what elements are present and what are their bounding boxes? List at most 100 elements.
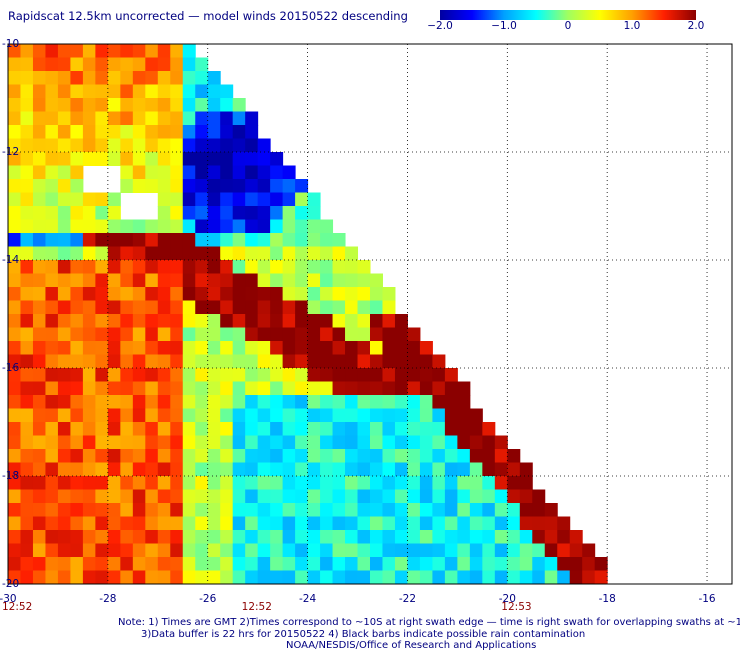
wind-cell xyxy=(207,503,221,517)
wind-cell xyxy=(432,395,446,409)
wind-cell xyxy=(8,287,21,301)
wind-cell xyxy=(195,300,209,315)
wind-cell xyxy=(282,557,296,571)
y-tick-label: -16 xyxy=(2,362,20,374)
wind-cell xyxy=(357,422,371,436)
wind-cell xyxy=(419,503,433,517)
wind-cell xyxy=(70,435,84,450)
wind-cell xyxy=(332,233,346,247)
time-label: 12:52 xyxy=(241,601,272,613)
wind-cell xyxy=(32,543,46,558)
wind-cell xyxy=(332,368,346,382)
wind-cell xyxy=(45,435,59,450)
wind-cell xyxy=(195,98,209,112)
wind-cell xyxy=(382,300,396,315)
wind-cell xyxy=(32,300,46,315)
wind-cell xyxy=(170,111,184,126)
wind-cell xyxy=(132,152,146,166)
wind-cell xyxy=(207,449,221,463)
wind-cell xyxy=(357,408,371,423)
wind-cell xyxy=(257,449,271,463)
wind-cell xyxy=(157,233,171,247)
wind-cell xyxy=(182,314,196,328)
wind-cell xyxy=(95,368,109,382)
wind-cell xyxy=(407,570,421,585)
wind-cell xyxy=(419,422,433,436)
wind-cell xyxy=(57,543,71,558)
wind-cell xyxy=(120,165,134,180)
wind-cell xyxy=(70,368,84,382)
wind-cell xyxy=(345,395,359,409)
wind-cell xyxy=(145,449,159,463)
wind-cell xyxy=(32,71,46,85)
wind-cell xyxy=(370,300,383,315)
wind-cell xyxy=(107,449,121,463)
wind-cell xyxy=(295,368,309,382)
wind-cell xyxy=(157,543,171,558)
wind-cell xyxy=(145,125,159,139)
wind-cell xyxy=(170,503,184,517)
wind-cell xyxy=(20,98,34,112)
wind-cell xyxy=(70,327,84,342)
wind-cell xyxy=(407,557,421,571)
wind-cell xyxy=(382,368,396,382)
wind-cell xyxy=(182,152,196,166)
wind-cell xyxy=(270,179,284,193)
wind-cell xyxy=(332,489,346,504)
wind-cell xyxy=(170,273,184,288)
wind-cell xyxy=(70,300,84,315)
wind-cell xyxy=(45,233,59,247)
wind-cell xyxy=(345,422,359,436)
wind-cell xyxy=(220,300,234,315)
wind-cell xyxy=(195,341,209,355)
wind-cell xyxy=(82,489,96,504)
wind-cell xyxy=(245,341,259,355)
wind-cell xyxy=(419,381,433,396)
wind-cell xyxy=(295,570,309,585)
wind-cell xyxy=(457,395,471,409)
wind-cell xyxy=(107,71,121,85)
wind-cell xyxy=(82,219,96,234)
wind-cell xyxy=(145,354,159,369)
wind-cell xyxy=(220,570,234,585)
wind-cell xyxy=(45,246,59,261)
wind-cell xyxy=(45,489,59,504)
wind-cell xyxy=(120,327,134,342)
wind-cell xyxy=(320,381,334,396)
wind-cell xyxy=(82,273,96,288)
wind-cell xyxy=(544,530,558,544)
wind-cell xyxy=(232,557,246,571)
x-tick-label: -16 xyxy=(698,593,716,605)
wind-cell xyxy=(245,327,259,342)
wind-cell xyxy=(394,449,408,463)
wind-cell xyxy=(32,341,46,355)
wind-cell xyxy=(195,408,209,423)
wind-cell xyxy=(45,165,59,180)
wind-cell xyxy=(182,543,196,558)
wind-cell xyxy=(282,327,296,342)
wind-cell xyxy=(95,557,109,571)
wind-cell xyxy=(8,165,21,180)
wind-cell xyxy=(157,219,171,234)
wind-cell xyxy=(57,476,71,490)
wind-cell xyxy=(320,543,334,558)
colorbar-label: −1.0 xyxy=(491,20,517,32)
wind-cell xyxy=(245,381,259,396)
wind-cell xyxy=(457,449,471,463)
wind-cell xyxy=(557,570,571,585)
wind-cell xyxy=(407,327,421,342)
wind-cell xyxy=(82,570,96,585)
wind-cell xyxy=(307,219,321,234)
wind-cell xyxy=(182,206,196,220)
wind-cell xyxy=(8,260,21,274)
wind-cell xyxy=(207,462,221,477)
wind-cell xyxy=(95,219,109,234)
wind-cell xyxy=(357,354,371,369)
wind-cell xyxy=(419,341,433,355)
wind-cell xyxy=(132,233,146,247)
wind-cell xyxy=(257,260,271,274)
wind-cell xyxy=(307,192,321,207)
wind-cell xyxy=(245,246,259,261)
wind-cell xyxy=(170,476,184,490)
wind-cell xyxy=(245,138,259,153)
